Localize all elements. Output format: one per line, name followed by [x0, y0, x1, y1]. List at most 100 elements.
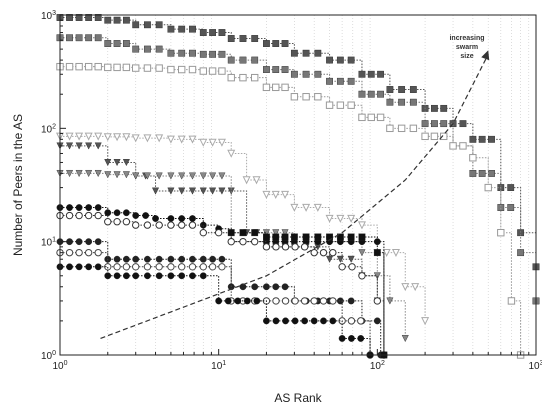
data-point-circle	[262, 243, 271, 251]
data-point-triangle	[188, 135, 197, 144]
data-point-circle	[263, 317, 270, 325]
data-point-square	[281, 233, 289, 241]
data-point-circle	[300, 297, 309, 305]
data-point-circle	[243, 297, 251, 305]
data-point-circle	[227, 237, 235, 246]
data-point-circle	[85, 238, 93, 246]
data-point-circle	[167, 255, 175, 263]
data-point-square	[75, 62, 83, 71]
data-point-square	[199, 29, 207, 36]
data-point-circle	[75, 211, 83, 220]
data-point-square	[469, 154, 477, 162]
y-tick-label: 103	[41, 10, 56, 22]
data-point-square	[290, 70, 298, 78]
data-point-circle	[282, 317, 289, 325]
data-point-square	[336, 101, 345, 109]
data-point-triangle	[167, 172, 175, 180]
data-point-square	[325, 101, 334, 109]
annotation-text-1: increasing	[449, 35, 484, 42]
data-point-square	[358, 233, 366, 241]
data-point-triangle	[391, 248, 400, 257]
data-point-triangle	[85, 170, 93, 178]
data-point-triangle	[199, 172, 207, 180]
data-point-triangle	[421, 317, 430, 326]
series-12	[227, 229, 388, 359]
data-point-triangle	[122, 171, 130, 179]
data-point-triangle	[155, 172, 163, 180]
data-point-circle	[281, 297, 290, 305]
data-point-square	[94, 34, 102, 42]
data-point-triangle	[66, 170, 74, 178]
data-point-circle	[75, 248, 83, 257]
series-11	[56, 263, 374, 359]
data-point-circle	[329, 248, 337, 257]
data-point-square	[507, 184, 515, 191]
data-point-triangle	[113, 133, 122, 142]
data-point-square	[66, 34, 73, 42]
data-point-square	[367, 113, 375, 122]
data-point-square	[421, 120, 429, 128]
data-point-triangle	[122, 159, 130, 167]
data-point-square	[314, 70, 322, 78]
data-point-square	[113, 63, 121, 72]
data-point-circle	[320, 317, 327, 325]
data-point-circle	[66, 238, 73, 246]
data-point-square	[65, 62, 74, 71]
data-point-triangle	[209, 172, 217, 180]
data-point-triangle	[357, 221, 366, 230]
data-point-circle	[94, 248, 102, 257]
data-point-circle	[281, 283, 289, 291]
plot-background	[60, 15, 536, 355]
data-point-triangle	[199, 138, 208, 147]
data-point-square	[517, 249, 525, 257]
data-point-triangle	[84, 132, 93, 141]
data-point-square	[507, 204, 515, 211]
data-point-circle	[132, 212, 140, 219]
data-point-circle	[122, 263, 131, 271]
data-point-circle	[239, 283, 247, 291]
data-point-square	[431, 104, 438, 112]
data-point-circle	[167, 215, 175, 222]
data-point-circle	[250, 237, 259, 246]
data-point-circle	[319, 248, 328, 257]
data-point-triangle	[131, 134, 140, 143]
data-point-square	[497, 204, 505, 211]
data-point-square	[421, 132, 429, 141]
data-point-square	[314, 233, 322, 241]
data-point-circle	[291, 317, 299, 325]
data-point-triangle	[103, 133, 112, 142]
data-point-square	[104, 63, 112, 72]
data-point-circle	[338, 335, 346, 342]
data-point-triangle	[411, 283, 420, 292]
data-point-circle	[155, 221, 163, 229]
data-point-circle	[104, 263, 112, 271]
data-point-square	[302, 49, 310, 57]
data-point-square	[281, 83, 289, 92]
data-point-triangle	[75, 142, 83, 150]
data-point-square	[478, 170, 486, 177]
data-point-circle	[310, 248, 318, 257]
data-point-square	[155, 21, 163, 29]
data-point-square	[314, 49, 322, 57]
data-point-circle	[301, 317, 309, 325]
data-point-triangle	[336, 214, 345, 223]
data-point-triangle	[94, 170, 102, 178]
data-point-square	[189, 49, 196, 57]
data-point-circle	[122, 218, 131, 226]
data-point-square	[167, 65, 175, 74]
data-point-triangle	[386, 297, 394, 305]
data-point-square	[377, 90, 384, 98]
data-point-square	[263, 233, 270, 241]
data-point-triangle	[113, 159, 121, 167]
data-point-square	[227, 35, 235, 42]
data-point-triangle	[290, 203, 299, 212]
data-point-square	[367, 70, 375, 78]
data-point-circle	[84, 211, 93, 220]
data-point-square	[272, 83, 280, 92]
data-point-square	[94, 14, 102, 21]
data-point-square	[218, 50, 226, 58]
data-point-square	[104, 40, 112, 47]
data-point-square	[178, 49, 186, 57]
data-point-square	[239, 35, 247, 42]
data-point-square	[122, 63, 131, 72]
